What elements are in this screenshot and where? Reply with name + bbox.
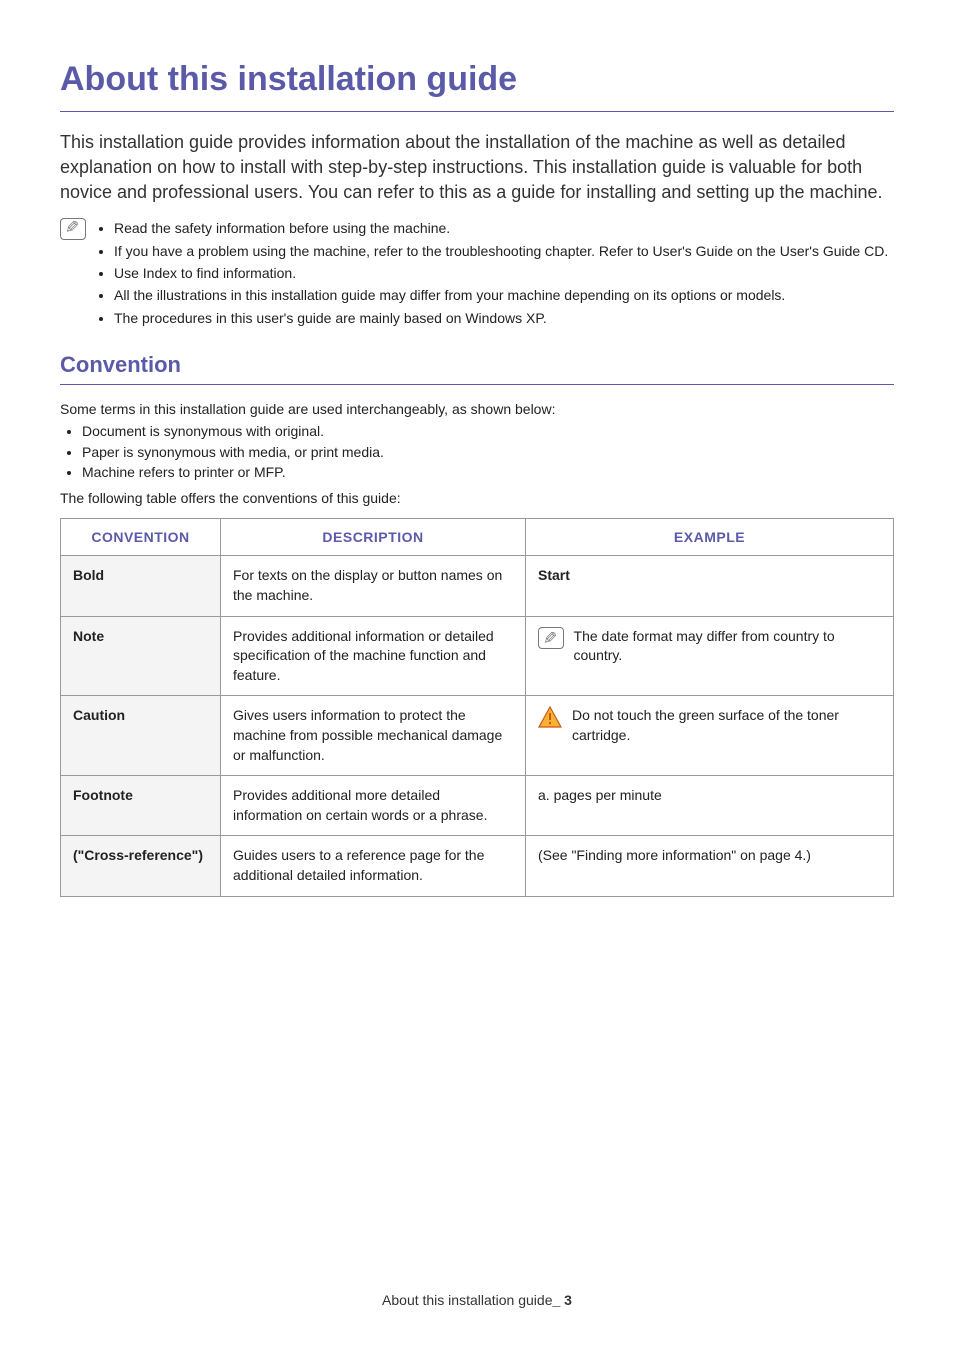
page-title: About this installation guide	[60, 60, 894, 112]
note-callout: Read the safety information before using…	[60, 218, 894, 329]
table-row: Bold For texts on the display or button …	[61, 556, 894, 616]
table-row: Note Provides additional information or …	[61, 616, 894, 696]
cell-convention: Bold	[61, 556, 221, 616]
convention-bullets: Document is synonymous with original. Pa…	[60, 421, 894, 482]
convention-lead: Some terms in this installation guide ar…	[60, 399, 894, 419]
example-text: The date format may differ from country …	[574, 627, 881, 666]
note-item: Read the safety information before using…	[114, 218, 888, 238]
cell-example: a. pages per minute	[526, 776, 894, 836]
example-bold: Start	[538, 567, 570, 583]
cell-example: Do not touch the green surface of the to…	[526, 696, 894, 776]
cell-convention: Footnote	[61, 776, 221, 836]
table-row: Footnote Provides additional more detail…	[61, 776, 894, 836]
intro-paragraph: This installation guide provides informa…	[60, 130, 894, 204]
note-list: Read the safety information before using…	[96, 218, 888, 329]
convention-table: CONVENTION DESCRIPTION EXAMPLE Bold For …	[60, 518, 894, 896]
example-text: Do not touch the green surface of the to…	[572, 706, 881, 745]
cell-description: Provides additional more detailed inform…	[221, 776, 526, 836]
cell-description: For texts on the display or button names…	[221, 556, 526, 616]
caution-icon	[538, 706, 562, 728]
cell-example: Start	[526, 556, 894, 616]
cell-convention: Note	[61, 616, 221, 696]
list-item: Machine refers to printer or MFP.	[82, 462, 894, 482]
th-example: EXAMPLE	[526, 519, 894, 556]
cell-description: Provides additional information or detai…	[221, 616, 526, 696]
list-item: Paper is synonymous with media, or print…	[82, 442, 894, 462]
section-heading-convention: Convention	[60, 352, 894, 385]
cell-example: (See "Finding more information" on page …	[526, 836, 894, 896]
table-header-row: CONVENTION DESCRIPTION EXAMPLE	[61, 519, 894, 556]
cell-convention: ("Cross-reference")	[61, 836, 221, 896]
note-item: Use Index to find information.	[114, 263, 888, 283]
note-icon	[538, 627, 564, 649]
footer-label: About this installation guide	[382, 1292, 552, 1308]
page-footer: About this installation guide_ 3	[0, 1292, 954, 1308]
footer-page-number: 3	[564, 1292, 572, 1308]
cell-description: Gives users information to protect the m…	[221, 696, 526, 776]
note-item: The procedures in this user's guide are …	[114, 308, 888, 328]
convention-table-lead: The following table offers the conventio…	[60, 488, 894, 508]
cell-description: Guides users to a reference page for the…	[221, 836, 526, 896]
footer-separator: _	[552, 1292, 564, 1308]
cell-example: The date format may differ from country …	[526, 616, 894, 696]
list-item: Document is synonymous with original.	[82, 421, 894, 441]
th-description: DESCRIPTION	[221, 519, 526, 556]
note-item: If you have a problem using the machine,…	[114, 241, 888, 261]
table-row: Caution Gives users information to prote…	[61, 696, 894, 776]
th-convention: CONVENTION	[61, 519, 221, 556]
cell-convention: Caution	[61, 696, 221, 776]
table-row: ("Cross-reference") Guides users to a re…	[61, 836, 894, 896]
note-item: All the illustrations in this installati…	[114, 285, 888, 305]
note-icon	[60, 218, 86, 245]
